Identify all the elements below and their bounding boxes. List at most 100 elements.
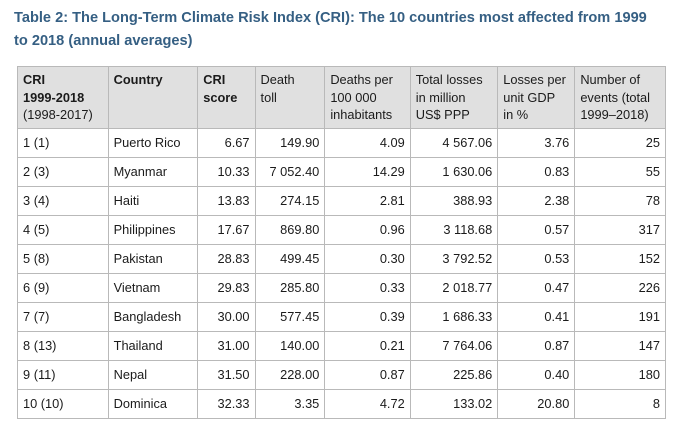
header-events-line1: Number of: [580, 72, 641, 87]
cell-events: 8: [574, 389, 666, 419]
header-country-label: Country: [113, 72, 163, 87]
previous-rank: (11): [33, 367, 56, 382]
previous-rank: (13): [33, 338, 57, 353]
previous-rank: (4): [33, 193, 50, 208]
cell-death-toll: 285.80: [254, 273, 326, 303]
cell-losses-gdp: 0.47: [497, 273, 576, 303]
header-country: Country: [107, 66, 199, 129]
cell-total-losses: 3 118.68: [409, 215, 499, 245]
header-deaths-per-line3: inhabitants: [330, 107, 393, 122]
table-row: 10 (10) Dominica 32.33 3.35 4.72 133.02 20.80 8: [17, 389, 666, 419]
cell-events: 152: [574, 244, 666, 274]
cell-rank: 9 (11): [17, 360, 109, 390]
header-cri-line1: CRI: [23, 72, 46, 87]
cell-losses-gdp: 3.76: [497, 128, 576, 158]
cell-death-toll: 869.80: [254, 215, 326, 245]
header-deaths-per-line1: Deaths per: [330, 72, 393, 87]
rank-value: 8: [23, 338, 31, 353]
rank-value: 7: [23, 309, 31, 324]
header-cri: CRI 1999-2018 (1998-2017): [17, 66, 109, 129]
header-events-line2: events (total: [580, 89, 651, 105]
cell-deaths-per-100k: 0.87: [324, 360, 411, 390]
header-total-losses-line3: US$ PPP: [415, 107, 470, 122]
cell-total-losses: 225.86: [409, 360, 499, 390]
cell-rank: 7 (7): [17, 302, 109, 332]
header-losses-gdp-line1: Losses per: [503, 72, 566, 87]
header-losses-gdp-line3: in %: [503, 107, 529, 122]
cell-rank: 5 (8): [17, 244, 109, 274]
cell-cri-score: 31.50: [197, 360, 256, 390]
cell-country: Pakistan: [107, 244, 199, 274]
rank-value: 5: [23, 251, 31, 266]
cell-cri-score: 10.33: [197, 157, 256, 187]
table-row: 2 (3) Myanmar 10.33 7 052.40 14.29 1 630.06 0.…: [17, 157, 666, 187]
cell-country: Philippines: [107, 215, 199, 245]
header-events-line3: 1999–2018): [580, 107, 649, 122]
header-total-losses-line1: Total losses: [415, 72, 483, 87]
header-row: CRI 1999-2018 (1998-2017) Country CRI sc…: [17, 66, 666, 129]
cell-total-losses: 7 764.06: [409, 331, 499, 361]
cell-losses-gdp: 0.41: [497, 302, 576, 332]
cell-country: Bangladesh: [107, 302, 199, 332]
table-row: 9 (11) Nepal 31.50 228.00 0.87 225.86 0.40 180: [17, 360, 666, 390]
table-row: 7 (7) Bangladesh 30.00 577.45 0.39 1 686.33 0.…: [17, 302, 666, 332]
header-death-toll: Death toll: [254, 66, 326, 129]
cell-total-losses: 388.93: [409, 186, 499, 216]
cell-events: 25: [574, 128, 666, 158]
previous-rank: (3): [33, 164, 50, 179]
cell-events: 78: [574, 186, 666, 216]
previous-rank: (1): [33, 135, 50, 150]
cell-deaths-per-100k: 2.81: [324, 186, 411, 216]
cell-events: 226: [574, 273, 666, 303]
cell-cri-score: 32.33: [197, 389, 256, 419]
cell-deaths-per-100k: 0.21: [324, 331, 411, 361]
cell-rank: 1 (1): [17, 128, 109, 158]
cell-deaths-per-100k: 0.30: [324, 244, 411, 274]
cell-cri-score: 29.83: [197, 273, 256, 303]
cell-deaths-per-100k: 0.33: [324, 273, 411, 303]
cell-cri-score: 31.00: [197, 331, 256, 361]
cell-total-losses: 1 630.06: [409, 157, 499, 187]
cell-total-losses: 2 018.77: [409, 273, 499, 303]
cell-events: 55: [574, 157, 666, 187]
cell-deaths-per-100k: 0.39: [324, 302, 411, 332]
previous-rank: (7): [33, 309, 50, 324]
cell-cri-score: 6.67: [197, 128, 256, 158]
header-losses-gdp-line2: unit GDP: [503, 89, 556, 105]
cell-events: 180: [574, 360, 666, 390]
table-row: 3 (4) Haiti 13.83 274.15 2.81 388.93 2.38 78: [17, 186, 666, 216]
rank-value: 2: [23, 164, 31, 179]
cell-events: 191: [574, 302, 666, 332]
cell-events: 317: [574, 215, 666, 245]
header-cri-sub: (1998-2017): [23, 107, 93, 122]
header-losses-gdp: Losses per unit GDP in %: [497, 66, 576, 129]
cell-country: Nepal: [107, 360, 199, 390]
cell-deaths-per-100k: 14.29: [324, 157, 411, 187]
header-cri-score: CRI score: [197, 66, 256, 129]
cell-rank: 8 (13): [17, 331, 109, 361]
cell-rank: 6 (9): [17, 273, 109, 303]
previous-rank: (10): [40, 396, 64, 411]
cell-rank: 2 (3): [17, 157, 109, 187]
cell-cri-score: 30.00: [197, 302, 256, 332]
header-cri-line2: 1999-2018: [23, 89, 85, 105]
cell-total-losses: 1 686.33: [409, 302, 499, 332]
cell-losses-gdp: 0.53: [497, 244, 576, 274]
header-total-losses: Total losses in million US$ PPP: [409, 66, 499, 129]
cell-losses-gdp: 0.87: [497, 331, 576, 361]
cell-death-toll: 140.00: [254, 331, 326, 361]
previous-rank: (8): [33, 251, 50, 266]
cell-country: Puerto Rico: [107, 128, 199, 158]
cell-rank: 4 (5): [17, 215, 109, 245]
cell-death-toll: 149.90: [254, 128, 326, 158]
cell-cri-score: 17.67: [197, 215, 256, 245]
cell-losses-gdp: 2.38: [497, 186, 576, 216]
cell-death-toll: 499.45: [254, 244, 326, 274]
header-total-losses-line2: in million: [415, 89, 466, 105]
cell-total-losses: 4 567.06: [409, 128, 499, 158]
previous-rank: (9): [33, 280, 50, 295]
header-cri-score-line1: CRI: [203, 72, 226, 87]
header-death-toll-line1: Death: [260, 72, 295, 87]
table-row: 6 (9) Vietnam 29.83 285.80 0.33 2 018.77 0.47 2…: [17, 273, 666, 303]
cell-rank: 10 (10): [17, 389, 109, 419]
